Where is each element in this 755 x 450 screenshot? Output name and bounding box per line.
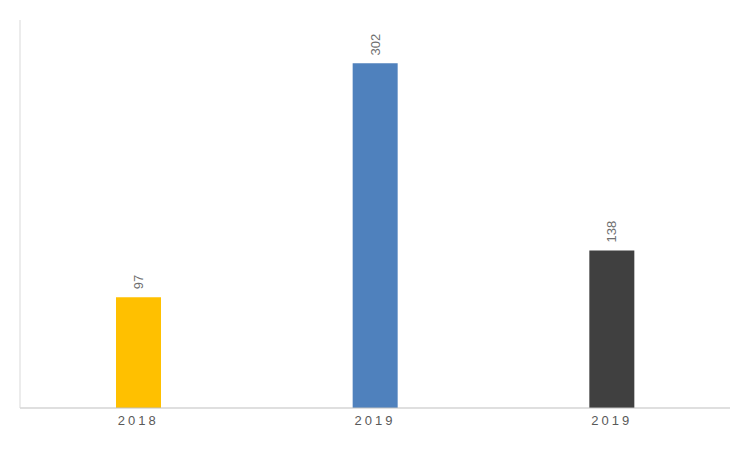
- svg-text:2018: 2018: [118, 413, 159, 428]
- svg-text:2019: 2019: [355, 413, 396, 428]
- svg-text:97: 97: [131, 275, 146, 289]
- svg-text:138: 138: [604, 221, 619, 243]
- svg-text:2019: 2019: [591, 413, 632, 428]
- svg-text:302: 302: [368, 34, 383, 56]
